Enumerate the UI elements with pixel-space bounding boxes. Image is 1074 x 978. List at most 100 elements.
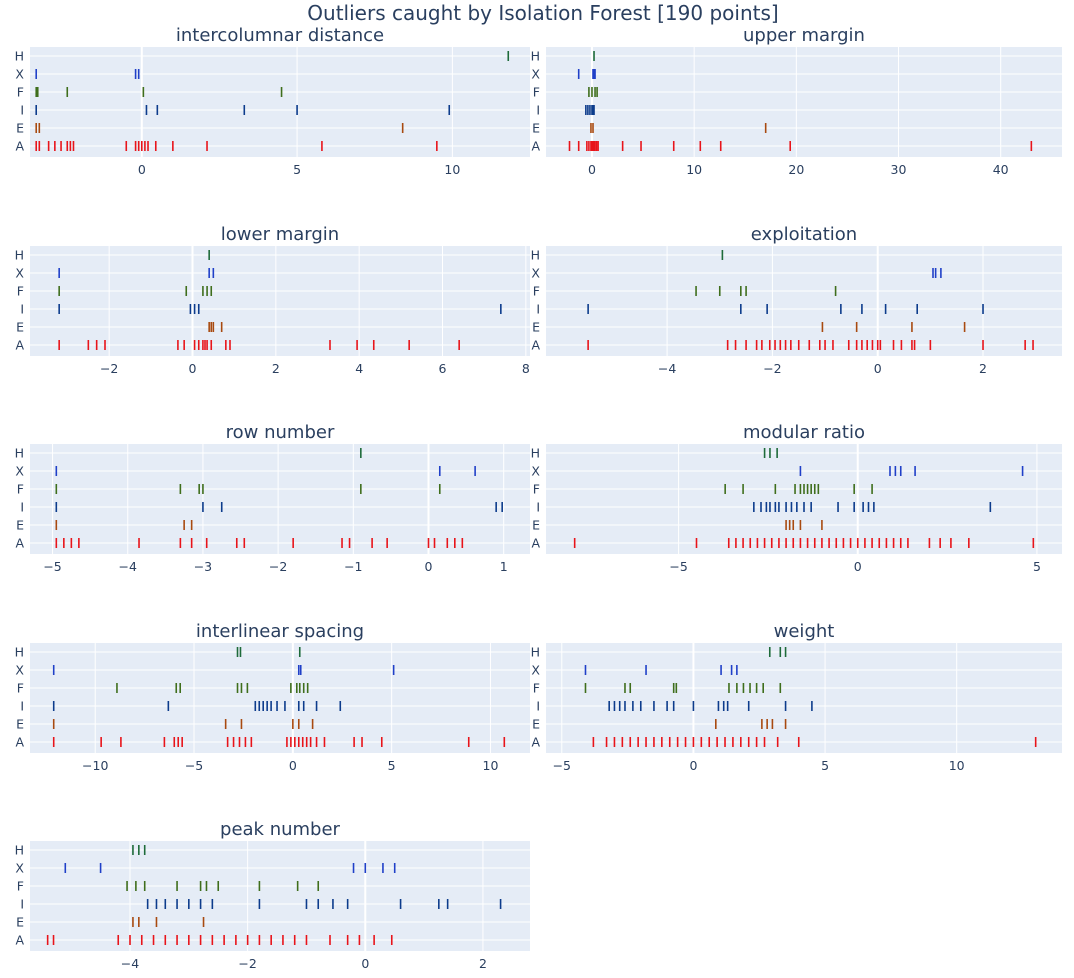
category-label-e: E (532, 518, 540, 533)
x-tick-label: 2 (272, 361, 280, 376)
category-label-x: X (531, 663, 540, 678)
x-tick-label: 20 (788, 162, 804, 177)
x-tick-label: 0 (425, 559, 433, 574)
category-label-e: E (16, 320, 24, 335)
category-label-x: X (15, 67, 24, 82)
category-label-a: A (531, 139, 540, 154)
plot-background (30, 643, 530, 753)
category-label-h: H (15, 843, 24, 858)
x-tick-label: 40 (993, 162, 1009, 177)
category-label-a: A (15, 338, 24, 353)
x-tick-label: −2 (269, 559, 287, 574)
category-label-e: E (532, 717, 540, 732)
category-label-i: I (536, 302, 540, 317)
x-tick-label: −2 (763, 361, 781, 376)
plot-background (546, 444, 1062, 554)
plot-background (30, 841, 530, 951)
x-tick-label: −4 (658, 361, 676, 376)
x-tick-label: −5 (669, 559, 687, 574)
x-tick-label: −5 (43, 559, 61, 574)
category-label-f: F (533, 681, 540, 696)
category-label-i: I (536, 103, 540, 118)
category-label-x: X (15, 266, 24, 281)
category-label-f: F (533, 85, 540, 100)
category-label-i: I (536, 500, 540, 515)
category-label-e: E (532, 121, 540, 136)
category-label-h: H (531, 446, 540, 461)
category-label-i: I (20, 897, 24, 912)
subplot-title: lower margin (221, 224, 339, 245)
x-tick-label: 10 (949, 758, 965, 773)
category-label-i: I (536, 699, 540, 714)
category-label-h: H (531, 248, 540, 263)
category-label-a: A (531, 735, 540, 750)
category-label-h: H (15, 446, 24, 461)
x-tick-label: 8 (522, 361, 530, 376)
category-label-e: E (16, 915, 24, 930)
plot-background (546, 47, 1062, 157)
x-tick-label: 0 (138, 162, 146, 177)
category-label-f: F (533, 284, 540, 299)
category-label-f: F (17, 879, 24, 894)
category-label-x: X (531, 67, 540, 82)
subplot-title: weight (774, 621, 835, 642)
x-tick-label: 6 (439, 361, 447, 376)
category-label-e: E (16, 717, 24, 732)
x-tick-label: 0 (289, 758, 297, 773)
category-label-x: X (531, 266, 540, 281)
category-label-h: H (15, 248, 24, 263)
x-tick-label: 0 (189, 361, 197, 376)
category-label-a: A (15, 933, 24, 948)
x-tick-label: 5 (1033, 559, 1041, 574)
x-tick-label: −2 (238, 956, 256, 971)
category-label-i: I (20, 103, 24, 118)
category-label-f: F (17, 284, 24, 299)
category-label-x: X (531, 464, 540, 479)
category-label-f: F (533, 482, 540, 497)
category-label-a: A (15, 536, 24, 551)
plot-background (30, 444, 530, 554)
category-label-f: F (17, 681, 24, 696)
x-tick-label: 5 (388, 758, 396, 773)
category-label-e: E (532, 320, 540, 335)
x-tick-label: 0 (689, 758, 697, 773)
category-label-e: E (16, 518, 24, 533)
category-label-h: H (15, 645, 24, 660)
x-tick-label: 2 (979, 361, 987, 376)
plot-background (30, 47, 530, 157)
x-tick-label: −10 (82, 758, 108, 773)
x-tick-label: −2 (100, 361, 118, 376)
plot-background (546, 643, 1062, 753)
category-label-f: F (17, 482, 24, 497)
x-tick-label: −4 (121, 956, 139, 971)
x-tick-label: −5 (553, 758, 571, 773)
x-tick-label: 4 (355, 361, 363, 376)
x-tick-label: 0 (854, 559, 862, 574)
subplot-title: peak number (220, 819, 341, 840)
category-label-h: H (531, 645, 540, 660)
subplot-title: intercolumnar distance (176, 25, 384, 46)
category-label-a: A (15, 139, 24, 154)
x-tick-label: 0 (361, 956, 369, 971)
subplot-title: upper margin (743, 25, 865, 46)
x-tick-label: 10 (686, 162, 702, 177)
category-label-x: X (15, 861, 24, 876)
x-tick-label: 0 (874, 361, 882, 376)
main-title: Outliers caught by Isolation Forest [190… (307, 1, 778, 25)
x-tick-label: 10 (444, 162, 460, 177)
subplot-title: row number (226, 422, 335, 443)
x-tick-label: 0 (588, 162, 596, 177)
x-tick-label: 5 (821, 758, 829, 773)
x-tick-label: −5 (185, 758, 203, 773)
x-tick-label: 1 (500, 559, 508, 574)
plot-background (30, 246, 530, 356)
